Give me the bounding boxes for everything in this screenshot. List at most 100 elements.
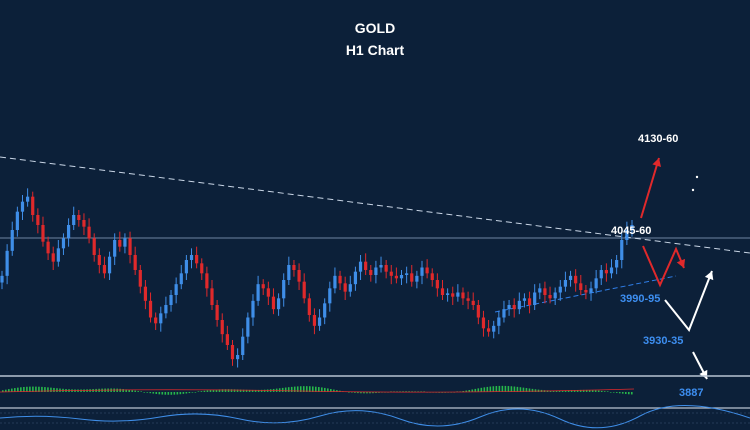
- candle-body: [527, 298, 532, 305]
- histogram-bar: [242, 389, 245, 392]
- candle-body: [5, 250, 9, 276]
- histogram-bar: [47, 387, 49, 392]
- candle-body: [20, 201, 25, 212]
- histogram-bar: [495, 386, 498, 392]
- candle-body: [41, 225, 45, 242]
- arrow-head-3: [699, 369, 708, 379]
- signal-line: [0, 388, 635, 393]
- histogram-bar: [230, 389, 233, 392]
- candle-body: [543, 288, 547, 295]
- candle-body: [72, 215, 76, 225]
- candle-body: [15, 211, 19, 230]
- histogram-bar: [498, 385, 501, 392]
- candle-body: [36, 215, 40, 225]
- histogram-bar: [29, 386, 31, 392]
- candle-body: [266, 288, 270, 297]
- candle-body: [154, 317, 158, 324]
- histogram-bar: [411, 391, 413, 392]
- histogram-bar: [531, 388, 534, 392]
- candle-body: [128, 238, 132, 255]
- candle-body: [317, 317, 322, 326]
- candle-body: [31, 196, 35, 215]
- histogram-bar: [251, 389, 254, 392]
- candle-body: [440, 288, 445, 295]
- histogram-bar: [119, 388, 121, 392]
- histogram-bar: [366, 392, 368, 394]
- histogram-bar: [143, 392, 146, 393]
- candle-body: [246, 317, 250, 337]
- candle-body: [492, 325, 496, 332]
- candle-body: [461, 292, 465, 299]
- candle-body: [579, 283, 583, 290]
- histogram-bar: [516, 386, 519, 392]
- candle-body: [210, 288, 214, 305]
- histogram-bar: [197, 391, 200, 392]
- candle-body: [435, 280, 439, 289]
- histogram-bar: [167, 392, 170, 395]
- arrow-head-1: [676, 258, 686, 268]
- candle-body: [276, 298, 281, 310]
- candle-body: [507, 305, 511, 310]
- histogram-bar: [59, 388, 61, 392]
- candle-body: [164, 305, 168, 314]
- histogram-bar: [525, 388, 528, 392]
- candle-body: [558, 286, 562, 293]
- histogram-bar: [302, 386, 305, 392]
- histogram-bar: [522, 387, 525, 392]
- candle-body: [205, 273, 209, 289]
- histogram-bar: [318, 387, 320, 392]
- histogram-bar: [287, 387, 290, 392]
- candle-body: [563, 280, 568, 287]
- histogram-bar: [321, 387, 323, 392]
- candle-body: [522, 298, 527, 301]
- histogram-bar: [233, 389, 236, 392]
- histogram-bar: [56, 388, 58, 392]
- scenario-arrow-2: [664, 270, 713, 332]
- candle-body: [517, 300, 521, 310]
- histogram-bar: [561, 390, 564, 392]
- target-label-2: 3990-95: [620, 293, 660, 305]
- histogram-bar: [305, 386, 308, 392]
- histogram-bar: [299, 386, 302, 392]
- histogram-bar: [137, 391, 140, 392]
- candle-body: [625, 230, 629, 240]
- candle-body: [282, 280, 286, 299]
- histogram-bar: [11, 388, 13, 392]
- histogram-bar: [477, 388, 480, 392]
- histogram-bar: [152, 392, 155, 394]
- histogram-bar: [378, 392, 380, 393]
- histogram-bar: [53, 387, 55, 392]
- histogram-bar: [224, 389, 227, 392]
- histogram-bar: [573, 390, 576, 392]
- histogram-bar: [278, 388, 281, 392]
- histogram-bar: [296, 386, 299, 392]
- candle-body: [476, 305, 480, 318]
- histogram-bar: [260, 389, 263, 392]
- histogram-bar: [375, 392, 377, 394]
- histogram-bar: [149, 392, 152, 394]
- histogram-bar: [290, 386, 293, 392]
- candle-body: [620, 240, 624, 260]
- candle-body: [548, 295, 552, 299]
- candle-body: [630, 225, 634, 230]
- candle-body: [107, 256, 112, 274]
- candle-body: [374, 267, 378, 275]
- histogram-bar: [486, 386, 489, 392]
- candle-body: [184, 260, 188, 274]
- candle-body: [574, 275, 578, 284]
- candle-body: [384, 265, 388, 272]
- candle-body: [143, 286, 148, 301]
- histogram-bar: [38, 386, 40, 392]
- histogram-bar: [600, 390, 603, 392]
- histogram-bar: [146, 392, 149, 393]
- candle-body: [312, 315, 317, 326]
- histogram-bar: [254, 389, 257, 392]
- histogram-bar: [164, 392, 167, 395]
- candle-body: [169, 295, 173, 305]
- candle-body: [486, 328, 491, 332]
- histogram-bar: [501, 385, 504, 392]
- candle-body: [302, 281, 306, 299]
- histogram-bar: [209, 390, 212, 392]
- candle-body: [138, 270, 142, 287]
